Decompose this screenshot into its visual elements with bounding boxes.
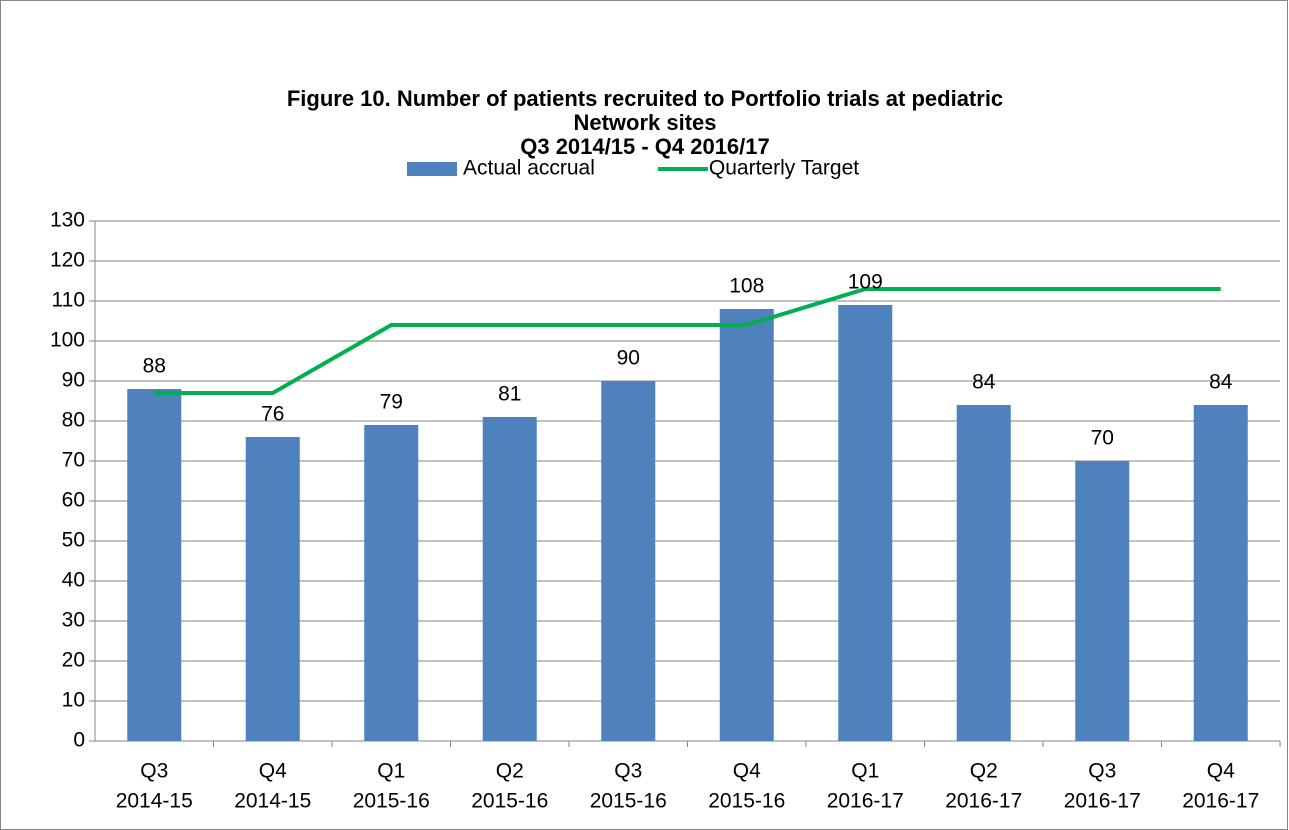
y-tick-label: 70 (62, 449, 85, 472)
bar (956, 405, 1011, 741)
x-tick-label: 2016-17 (1064, 790, 1141, 813)
x-tick-label: Q4 (259, 760, 287, 783)
x-tick-label: 2016-17 (1182, 790, 1259, 813)
data-label: 76 (261, 403, 284, 426)
x-tick-label: 2014-15 (116, 790, 193, 813)
x-tick-label: Q1 (851, 760, 879, 783)
data-label: 81 (498, 383, 521, 406)
x-tick-label: Q2 (970, 760, 998, 783)
y-tick-label: 80 (62, 409, 85, 432)
x-tick-label: Q2 (496, 760, 524, 783)
x-tick-label: Q4 (1207, 760, 1235, 783)
y-tick-label: 0 (73, 729, 85, 752)
x-tick-label: 2016-17 (945, 790, 1022, 813)
y-tick-label: 120 (50, 249, 85, 272)
bar (364, 425, 419, 741)
y-tick-label: 40 (62, 569, 85, 592)
y-tick-label: 50 (62, 529, 85, 552)
x-tick-label: 2015-16 (590, 790, 667, 813)
chart-title: Q3 2014/15 - Q4 2016/17 (520, 134, 770, 159)
data-label: 79 (380, 391, 403, 414)
legend-swatch (407, 162, 457, 176)
target-line (154, 287, 1221, 395)
y-tick-label: 130 (50, 209, 85, 232)
chart-title: Network sites (573, 110, 716, 135)
y-tick-label: 10 (62, 689, 85, 712)
y-tick-label: 20 (62, 649, 85, 672)
data-label: 70 (1091, 427, 1114, 450)
y-tick-label: 90 (62, 369, 85, 392)
bar (482, 417, 537, 741)
bar (719, 309, 774, 741)
x-tick-label: Q1 (377, 760, 405, 783)
legend-label: Actual accrual (463, 157, 595, 180)
x-tick-label: 2015-16 (353, 790, 430, 813)
data-label: 84 (1209, 371, 1233, 394)
bar (1193, 405, 1248, 741)
bar (127, 389, 182, 741)
bar (245, 437, 300, 741)
y-tick-label: 100 (50, 329, 85, 352)
data-label: 108 (729, 275, 764, 298)
data-label: 84 (972, 371, 996, 394)
x-tick-label: 2015-16 (708, 790, 785, 813)
x-tick-label: Q3 (140, 760, 168, 783)
data-label: 109 (848, 271, 883, 294)
x-tick-label: 2016-17 (827, 790, 904, 813)
legend-label: Quarterly Target (709, 157, 859, 180)
data-label: 88 (143, 355, 166, 378)
chart-title: Figure 10. Number of patients recruited … (287, 86, 1003, 111)
bar (1075, 461, 1130, 741)
y-tick-label: 30 (62, 609, 85, 632)
bar (838, 305, 893, 741)
x-tick-label: Q3 (1088, 760, 1116, 783)
data-label: 90 (617, 347, 640, 370)
y-tick-label: 110 (52, 289, 85, 312)
x-tick-label: 2014-15 (234, 790, 311, 813)
x-tick-label: Q3 (614, 760, 642, 783)
x-tick-label: 2015-16 (471, 790, 548, 813)
y-tick-label: 60 (62, 489, 85, 512)
x-tick-label: Q4 (733, 760, 761, 783)
bar (601, 381, 656, 741)
